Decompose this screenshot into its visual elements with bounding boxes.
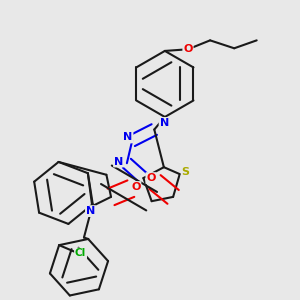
Text: N: N (86, 206, 95, 216)
Text: N: N (160, 118, 169, 128)
Text: S: S (182, 167, 190, 178)
Text: Cl: Cl (75, 248, 86, 258)
Text: N: N (114, 157, 123, 166)
Text: O: O (146, 173, 156, 183)
Text: O: O (131, 182, 140, 192)
Text: O: O (183, 44, 193, 54)
Text: N: N (123, 133, 133, 142)
